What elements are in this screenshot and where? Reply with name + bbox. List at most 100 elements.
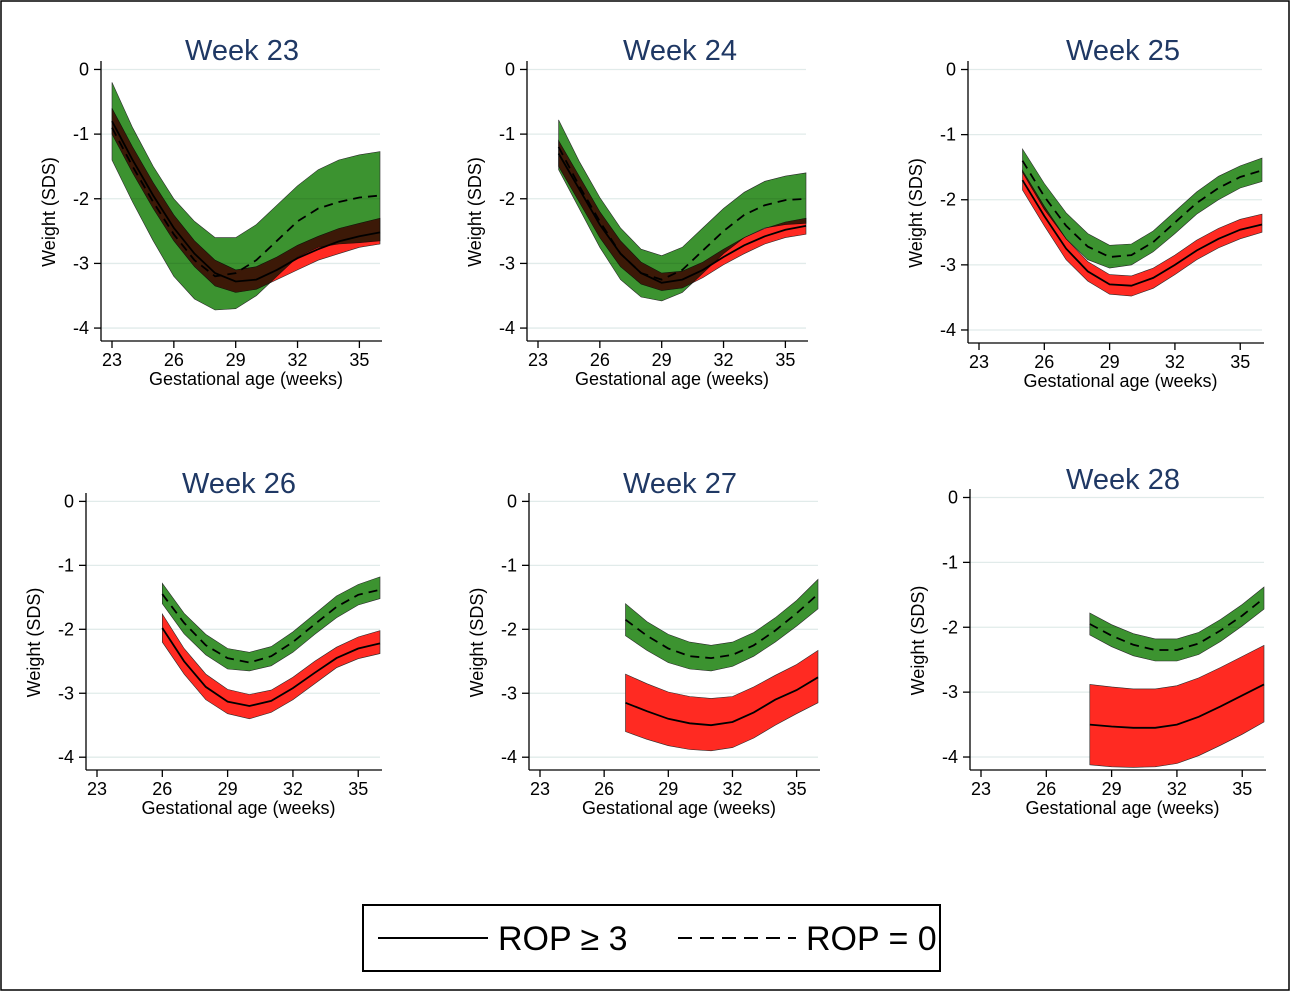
y-tick-label: -4	[73, 318, 89, 338]
y-tick-label: 0	[64, 491, 74, 511]
x-tick-label: 29	[652, 350, 672, 370]
x-tick-label: 32	[714, 350, 734, 370]
chart-title: Week 27	[623, 468, 737, 500]
y-tick-label: -1	[73, 124, 89, 144]
x-tick-label: 35	[1230, 352, 1250, 372]
rop-zero-band	[1089, 586, 1265, 662]
rop-high-mean-line	[1021, 179, 1263, 287]
x-tick-label: 32	[288, 350, 308, 370]
rop-high-mean-line	[111, 120, 381, 283]
y-axis-label: Weight (SDS)	[465, 157, 485, 267]
rop-zero-band	[625, 578, 819, 672]
chart-title: Week 23	[185, 35, 299, 67]
rop-high-mean-line	[1089, 683, 1265, 729]
y-tick-label: -1	[940, 125, 956, 145]
chart-title: Week 28	[1066, 464, 1180, 496]
y-tick-label: -3	[940, 255, 956, 275]
x-tick-label: 35	[348, 779, 368, 799]
y-tick-label: 0	[507, 491, 517, 511]
rop-zero-band	[1022, 147, 1263, 269]
legend: ROP ≥ 3 ROP = 0	[362, 904, 941, 972]
rop-high-band	[625, 649, 819, 752]
y-tick-label: -4	[499, 318, 515, 338]
y-tick-label: -3	[501, 683, 517, 703]
y-tick-label: -3	[942, 682, 958, 702]
x-axis-label: Gestational age (weeks)	[1025, 798, 1219, 818]
y-axis-label: Weight (SDS)	[467, 588, 487, 698]
y-tick-label: -3	[73, 253, 89, 273]
rop-high-mean-line	[557, 153, 807, 284]
x-tick-label: 35	[349, 350, 369, 370]
y-tick-label: -2	[499, 189, 515, 209]
y-tick-label: -4	[940, 320, 956, 340]
y-tick-label: -3	[58, 683, 74, 703]
y-tick-label: 0	[505, 59, 515, 79]
y-tick-label: -3	[499, 253, 515, 273]
chart-panel-5: Week 27 0 -1 -2 -3 -4 23 26 29 32 35 Gestational ag…	[467, 468, 820, 818]
chart-title: Week 24	[623, 35, 737, 67]
x-tick-label: 32	[1167, 779, 1187, 799]
x-tick-label: 29	[658, 779, 678, 799]
y-tick-label: -2	[940, 190, 956, 210]
x-tick-label: 23	[971, 779, 991, 799]
y-tick-label: -2	[58, 619, 74, 639]
chart-panel-2: Week 24 0 -1 -2 -3 -4 23 26 29 32 35 Gestational ag…	[465, 35, 808, 389]
y-tick-label: -2	[942, 617, 958, 637]
chart-panel-1: Week 23 0 -1 -2 -3 -4 23 26 29 32 35 Gestational ag…	[39, 35, 382, 389]
y-tick-label: -4	[501, 747, 517, 767]
rop-zero-mean-line	[1089, 597, 1265, 651]
rop-zero-mean-line	[557, 146, 807, 281]
x-tick-label: 23	[87, 779, 107, 799]
x-tick-label: 26	[152, 779, 172, 799]
y-tick-label: -2	[73, 189, 89, 209]
y-tick-label: 0	[946, 60, 956, 80]
x-tick-label: 26	[1036, 779, 1056, 799]
chart-panel-4: Week 26 0 -1 -2 -3 -4 23 26 29 32 35 Gestational ag…	[24, 468, 382, 818]
y-tick-label: -2	[501, 619, 517, 639]
x-tick-label: 23	[969, 352, 989, 372]
x-axis-label: Gestational age (weeks)	[575, 369, 769, 389]
y-tick-label: 0	[79, 59, 89, 79]
rop-zero-band	[162, 576, 381, 672]
rop-zero-mean-line	[111, 127, 381, 278]
x-tick-label: 35	[1232, 779, 1252, 799]
x-tick-label: 32	[722, 779, 742, 799]
rop-high-band	[162, 612, 381, 720]
y-axis-label: Weight (SDS)	[24, 588, 44, 698]
rop-zero-mean-line	[624, 593, 819, 660]
rop-zero-band	[111, 82, 381, 311]
chart-title: Week 26	[182, 468, 296, 500]
chart-panel-6: Week 28 0 -1 -2 -3 -4 23 26 29 32 35 Gestational ag…	[908, 464, 1266, 818]
rop-zero-band	[558, 119, 807, 302]
x-tick-label: 29	[1100, 352, 1120, 372]
y-tick-label: 0	[948, 487, 958, 507]
y-tick-label: -4	[942, 747, 958, 767]
rop-high-mean-line	[161, 627, 381, 707]
x-tick-label: 32	[283, 779, 303, 799]
y-axis-label: Weight (SDS)	[908, 586, 928, 696]
x-tick-label: 35	[787, 779, 807, 799]
rop-zero-mean-line	[1021, 160, 1263, 258]
y-tick-label: -1	[499, 124, 515, 144]
chart-panels: Week 23 0 -1 -2 -3 -4 23 26 29 32 35 Gestational ag…	[24, 35, 1266, 818]
y-axis-label: Weight (SDS)	[39, 157, 59, 267]
x-tick-label: 26	[594, 779, 614, 799]
chart-title: Week 25	[1066, 35, 1180, 67]
legend-dashed-label: ROP = 0	[806, 920, 937, 958]
x-axis-label: Gestational age (weeks)	[149, 369, 343, 389]
y-tick-label: -4	[58, 747, 74, 767]
x-tick-label: 23	[528, 350, 548, 370]
x-axis-label: Gestational age (weeks)	[141, 798, 335, 818]
x-tick-label: 23	[102, 350, 122, 370]
legend-solid-label: ROP ≥ 3	[498, 920, 628, 958]
x-tick-label: 26	[1034, 352, 1054, 372]
x-tick-label: 35	[775, 350, 795, 370]
y-tick-label: -1	[501, 555, 517, 575]
rop-zero-mean-line	[161, 588, 381, 664]
x-tick-label: 32	[1165, 352, 1185, 372]
x-tick-label: 29	[226, 350, 246, 370]
x-tick-label: 29	[218, 779, 238, 799]
y-tick-label: -1	[942, 552, 958, 572]
